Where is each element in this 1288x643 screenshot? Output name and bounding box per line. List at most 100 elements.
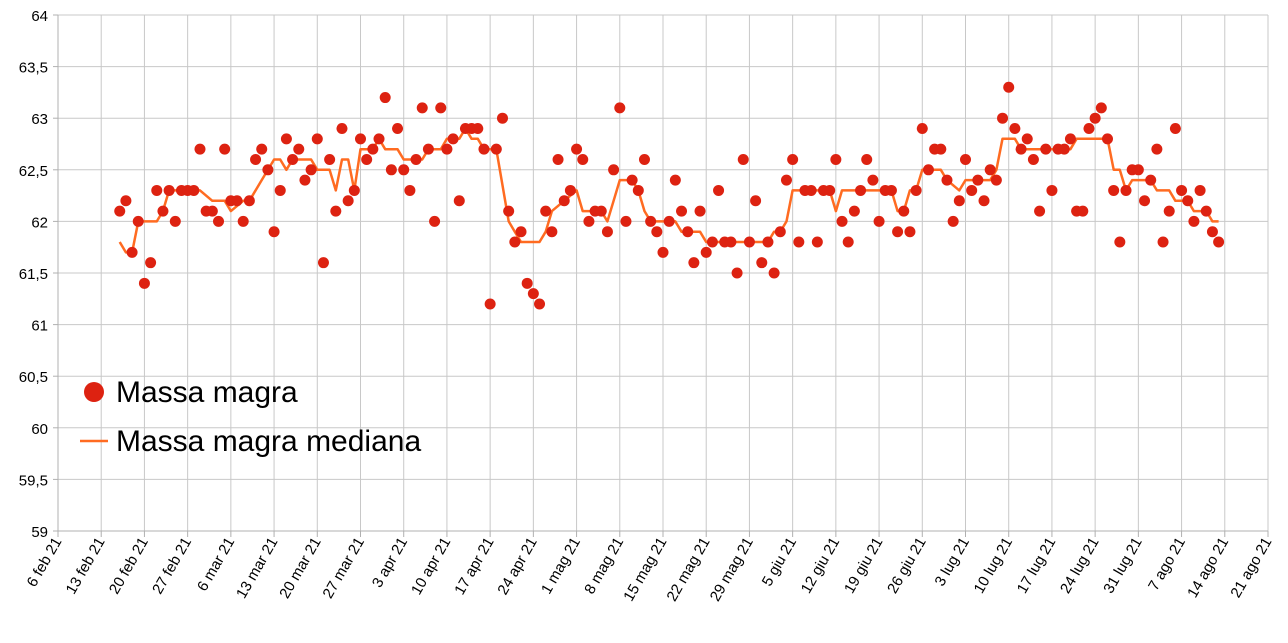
data-point: [237, 215, 249, 227]
y-tick-label: 63: [31, 111, 48, 128]
data-point: [990, 174, 1002, 186]
data-point: [521, 277, 533, 289]
data-point: [250, 153, 262, 165]
data-point: [342, 195, 354, 207]
data-point: [311, 133, 323, 145]
data-point: [1095, 102, 1107, 114]
data-point: [564, 184, 576, 196]
data-point: [546, 226, 558, 238]
data-point: [157, 205, 169, 217]
data-point: [725, 236, 737, 248]
y-tick-label: 62,5: [19, 163, 48, 180]
data-point: [1101, 133, 1113, 145]
data-point: [1188, 215, 1200, 227]
data-point: [398, 164, 410, 176]
gridlines: [57, 14, 1269, 532]
data-point: [1145, 174, 1157, 186]
data-point: [737, 153, 749, 165]
data-point: [694, 205, 706, 217]
data-point: [373, 133, 385, 145]
data-point: [151, 184, 163, 196]
data-point: [280, 133, 292, 145]
data-point: [1132, 164, 1144, 176]
data-point: [429, 215, 441, 227]
data-point: [774, 226, 786, 238]
data-point: [731, 267, 743, 279]
data-point: [1163, 205, 1175, 217]
data-point: [768, 267, 780, 279]
data-point: [762, 236, 774, 248]
y-axis-tick-labels: 59 59,5 60 60,5 61 61,5 62 62,5 63 63,5 64: [19, 8, 48, 541]
data-point: [256, 143, 268, 155]
legend-dot-marker: [84, 382, 104, 402]
data-point: [348, 184, 360, 196]
data-point: [410, 153, 422, 165]
data-point: [534, 298, 546, 310]
data-point: [262, 164, 274, 176]
data-point: [1083, 123, 1095, 135]
data-point: [638, 153, 650, 165]
data-point: [231, 195, 243, 207]
y-tick-label: 59: [31, 524, 48, 541]
data-point: [960, 153, 971, 165]
data-point: [478, 143, 490, 155]
data-point: [540, 205, 552, 217]
data-point: [1120, 184, 1132, 196]
data-point: [317, 257, 329, 269]
data-point: [558, 195, 570, 207]
data-point: [583, 215, 595, 227]
data-point: [132, 215, 144, 227]
data-point: [1169, 123, 1181, 135]
data-point: [268, 226, 280, 238]
data-point: [324, 153, 336, 165]
data-point: [885, 184, 897, 196]
data-point: [910, 184, 922, 196]
data-point: [416, 102, 428, 114]
data-point: [447, 133, 459, 145]
data-point: [361, 153, 373, 165]
data-point: [145, 257, 157, 269]
data-point: [1077, 205, 1089, 217]
data-point: [1040, 143, 1052, 155]
y-tick-label: 61: [31, 318, 48, 335]
legend-label-massa-magra-mediana: Massa magra mediana: [116, 425, 421, 458]
data-point: [824, 184, 836, 196]
data-point: [1206, 226, 1218, 238]
data-point: [206, 205, 218, 217]
data-point: [379, 92, 391, 104]
data-point: [1034, 205, 1046, 217]
data-point: [515, 226, 527, 238]
data-point: [682, 226, 694, 238]
data-point: [188, 184, 200, 196]
data-point: [509, 236, 521, 248]
data-point: [953, 195, 965, 207]
data-point: [274, 184, 286, 196]
data-point: [441, 143, 453, 155]
data-point: [503, 205, 515, 217]
data-point: [848, 205, 860, 217]
data-point: [293, 143, 305, 155]
data-point: [163, 184, 175, 196]
data-point: [978, 195, 990, 207]
data-point: [355, 133, 366, 145]
data-point: [1003, 81, 1015, 93]
y-tick-label: 60: [31, 421, 48, 438]
data-point: [484, 298, 496, 310]
data-point: [984, 164, 996, 176]
data-point: [830, 153, 842, 165]
data-point: [805, 184, 817, 196]
data-point: [898, 205, 910, 217]
data-point: [632, 184, 644, 196]
data-point: [657, 246, 669, 258]
data-point: [453, 195, 465, 207]
data-point: [608, 164, 620, 176]
data-point: [219, 143, 231, 155]
data-point: [490, 143, 502, 155]
data-point: [595, 205, 607, 217]
data-point: [651, 226, 663, 238]
data-point: [787, 153, 799, 165]
y-tick-label: 61,5: [19, 266, 48, 283]
data-point: [243, 195, 255, 207]
